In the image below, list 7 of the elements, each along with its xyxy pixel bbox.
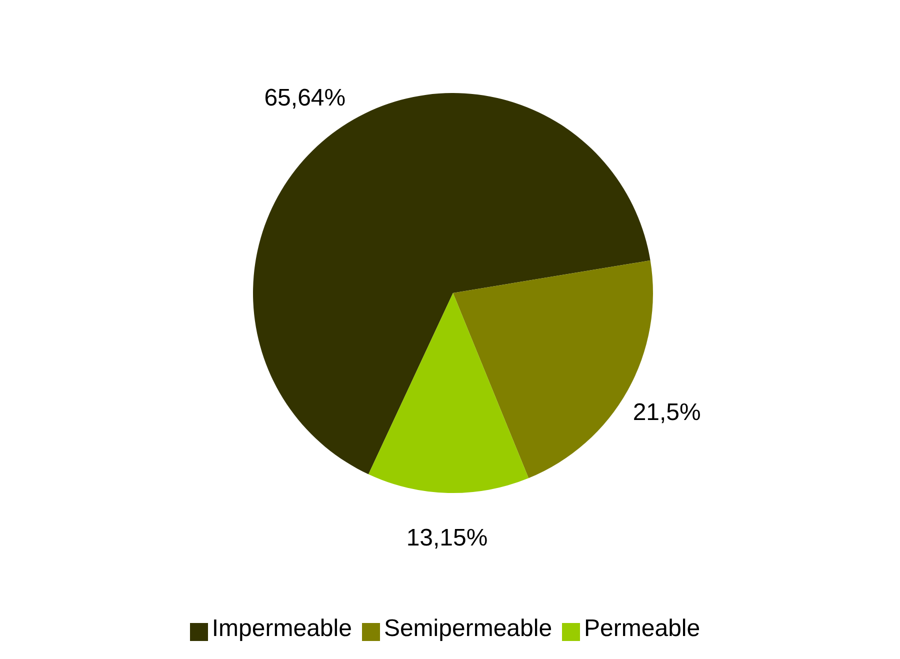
pie-slice — [368, 293, 529, 493]
legend-label: Impermeable — [212, 615, 352, 642]
data-label: 21,5% — [632, 399, 701, 426]
legend-label: Semipermeable — [384, 615, 552, 642]
legend-label: Permeable — [584, 615, 700, 642]
data-label: 65,64% — [264, 84, 346, 112]
data-label: 13,15% — [406, 524, 488, 552]
